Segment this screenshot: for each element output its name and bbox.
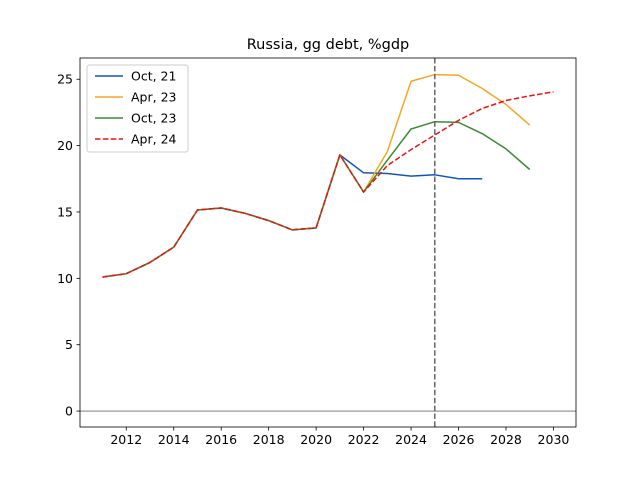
x-tick-label: 2030: [538, 432, 570, 447]
series-line-4: [102, 91, 554, 278]
legend-label: Apr, 23: [131, 90, 176, 105]
x-tick-label: 2024: [395, 432, 427, 447]
x-tick-label: 2016: [205, 432, 237, 447]
y-tick-label: 10: [57, 271, 73, 286]
y-tick-label: 5: [65, 337, 73, 352]
legend-label: Oct, 23: [131, 111, 176, 126]
plot-area: 2012 2014 2016 2018 2020 2022 2024 2026 2028 2030…: [57, 57, 577, 447]
x-tick-label: 2012: [110, 432, 142, 447]
y-tick-label: 25: [57, 72, 73, 87]
legend-label: Apr, 24: [131, 132, 177, 147]
series-line-3: [102, 120, 531, 278]
plot-frame: [79, 57, 577, 428]
x-tick-label: 2022: [348, 432, 380, 447]
chart-title: Russia, gg debt, %gdp: [247, 37, 410, 53]
y-tick-label: 15: [57, 204, 73, 219]
y-tick-label: 0: [65, 404, 73, 419]
x-tick-label: 2014: [158, 432, 190, 447]
series-line-1: [102, 154, 483, 278]
legend-box: [86, 64, 189, 153]
y-tick-label: 20: [57, 138, 73, 153]
legend-label: Oct, 21: [131, 69, 176, 84]
x-tick-label: 2018: [253, 432, 285, 447]
x-tick-label: 2026: [443, 432, 475, 447]
x-tick-label: 2028: [490, 432, 522, 447]
x-tick-label: 2020: [300, 432, 332, 447]
legend: Oct, 21 Apr, 23 Oct, 23 Apr, 24: [86, 64, 189, 153]
